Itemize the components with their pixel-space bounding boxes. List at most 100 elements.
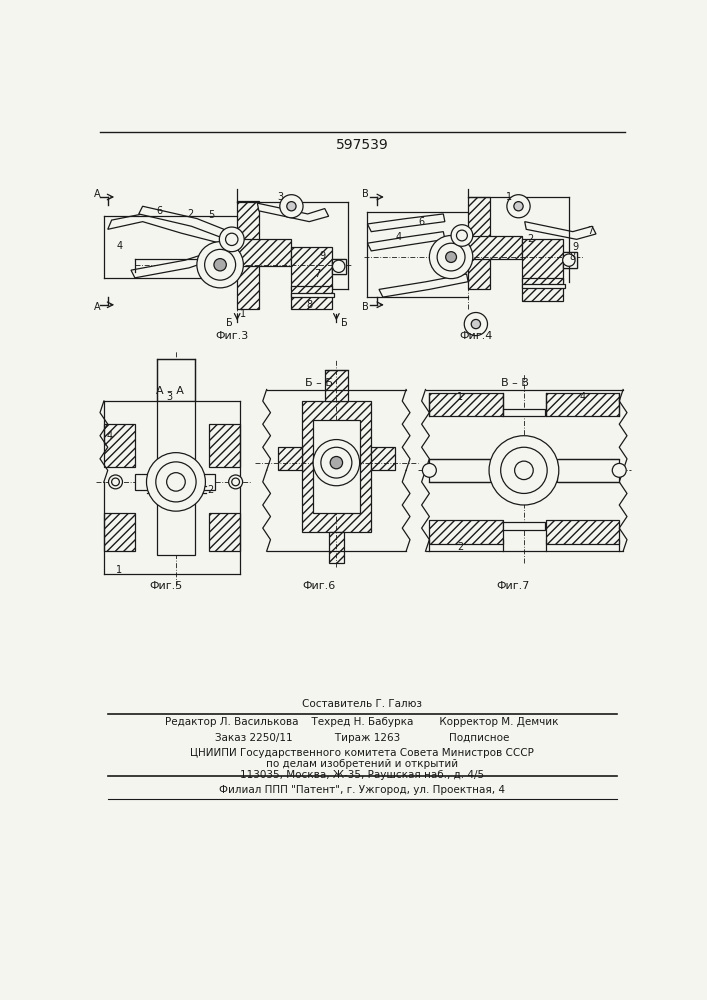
Text: Фиг.6: Фиг.6 (303, 581, 336, 591)
Text: 4: 4 (107, 431, 113, 441)
Circle shape (219, 227, 244, 252)
Circle shape (507, 195, 530, 218)
Text: Филиал ППП "Патент", г. Ужгород, ул. Проектная, 4: Филиал ППП "Патент", г. Ужгород, ул. Про… (219, 785, 505, 795)
Text: 2: 2 (457, 542, 464, 552)
Circle shape (226, 233, 238, 246)
Text: Б: Б (226, 318, 233, 328)
Bar (176, 474, 215, 490)
Text: по делам изобретений и открытий: по делам изобретений и открытий (266, 759, 458, 769)
Bar (468, 197, 490, 289)
Text: 7: 7 (314, 269, 320, 279)
Bar (522, 284, 565, 288)
Text: 1: 1 (506, 192, 513, 202)
Bar (104, 424, 135, 466)
Circle shape (457, 230, 467, 241)
Bar (237, 201, 259, 309)
Text: Составитель Г. Галюз: Составитель Г. Галюз (302, 699, 422, 709)
Text: 6: 6 (419, 217, 425, 227)
Text: 4: 4 (395, 232, 402, 242)
Bar (156, 359, 195, 401)
Circle shape (437, 243, 465, 271)
Text: 8: 8 (570, 252, 575, 262)
Bar (291, 247, 332, 289)
Circle shape (563, 254, 575, 266)
Text: 9: 9 (320, 251, 325, 261)
Bar (546, 520, 619, 544)
Bar (313, 420, 360, 513)
Circle shape (515, 461, 533, 480)
Text: 2: 2 (187, 209, 194, 219)
Bar (503, 409, 545, 416)
Circle shape (146, 453, 206, 511)
Text: 8: 8 (306, 300, 312, 310)
Text: 3: 3 (167, 392, 173, 402)
Text: 1: 1 (117, 565, 122, 575)
Text: Фиг.5: Фиг.5 (149, 581, 182, 591)
Circle shape (204, 249, 235, 280)
Bar (209, 424, 240, 466)
Circle shape (472, 319, 481, 329)
Bar (237, 239, 291, 266)
Bar (301, 401, 371, 532)
Bar (522, 239, 563, 282)
Circle shape (109, 475, 122, 489)
Text: А – А: А – А (156, 386, 184, 396)
Circle shape (321, 447, 352, 478)
Polygon shape (107, 212, 224, 243)
Circle shape (214, 259, 226, 271)
Bar (209, 513, 240, 551)
Bar (371, 447, 395, 470)
Bar (563, 252, 577, 268)
Text: 1: 1 (457, 392, 463, 402)
Bar (325, 370, 348, 401)
Text: 5: 5 (208, 210, 214, 220)
Circle shape (464, 312, 488, 336)
Bar (503, 522, 545, 530)
Circle shape (445, 252, 457, 262)
Text: 4: 4 (117, 241, 122, 251)
Text: 113035, Москва, Ж-35, Раушская наб., д. 4/5: 113035, Москва, Ж-35, Раушская наб., д. … (240, 770, 484, 780)
Circle shape (287, 202, 296, 211)
Circle shape (313, 440, 360, 486)
Text: B: B (363, 189, 369, 199)
Circle shape (514, 202, 523, 211)
Text: Б: Б (341, 318, 348, 328)
Text: 3: 3 (278, 192, 284, 202)
Polygon shape (257, 203, 329, 222)
Bar (291, 286, 332, 309)
Circle shape (228, 475, 243, 489)
Bar (156, 401, 195, 555)
Bar (104, 513, 135, 551)
Text: 4: 4 (580, 392, 586, 402)
Bar (135, 474, 174, 490)
Bar (429, 393, 503, 416)
Bar (279, 447, 301, 470)
Circle shape (330, 456, 343, 469)
Circle shape (429, 235, 473, 279)
Text: 7: 7 (588, 226, 594, 236)
Text: 2: 2 (527, 234, 533, 244)
Text: ЦНИИПИ Государственного комитета Совета Министров СССР: ЦНИИПИ Государственного комитета Совета … (190, 748, 534, 758)
Polygon shape (525, 222, 596, 239)
Bar (332, 259, 346, 274)
Circle shape (422, 463, 436, 477)
Text: 1: 1 (240, 309, 247, 319)
Bar (329, 532, 344, 563)
Polygon shape (368, 232, 445, 251)
Polygon shape (139, 206, 224, 237)
Text: Фиг.3: Фиг.3 (215, 331, 248, 341)
Polygon shape (379, 274, 468, 297)
Text: 2: 2 (208, 485, 214, 495)
Text: 597539: 597539 (336, 138, 388, 152)
Circle shape (612, 463, 626, 477)
Circle shape (280, 195, 303, 218)
Bar (429, 459, 491, 482)
Polygon shape (368, 214, 445, 232)
Bar (546, 393, 619, 416)
Circle shape (197, 242, 243, 288)
Text: Фиг.4: Фиг.4 (459, 331, 493, 341)
Circle shape (332, 260, 345, 272)
Polygon shape (131, 251, 216, 278)
Circle shape (112, 478, 119, 486)
Text: 9: 9 (572, 242, 578, 252)
